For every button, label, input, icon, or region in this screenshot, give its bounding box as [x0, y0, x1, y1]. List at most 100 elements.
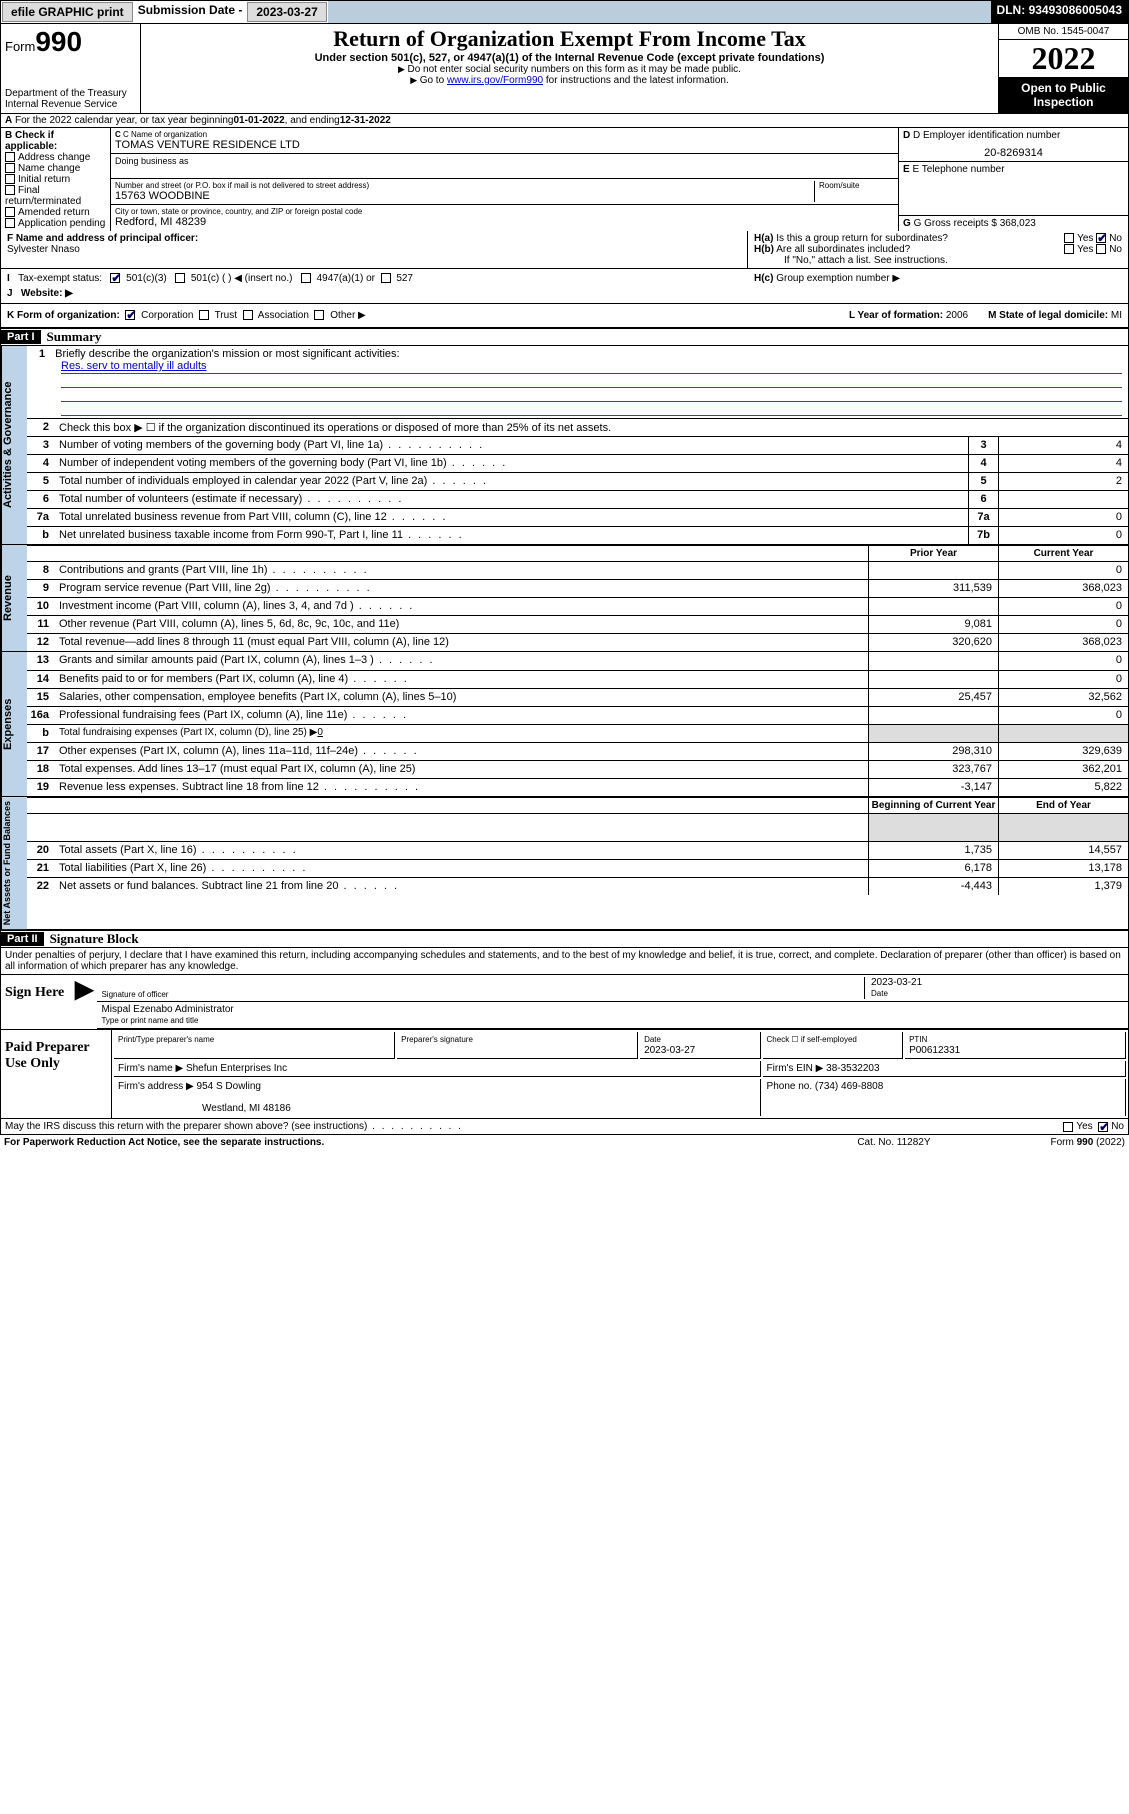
street-address: 15763 WOODBINE	[115, 190, 814, 202]
paid-preparer-label: Paid Preparer Use Only	[1, 1030, 111, 1118]
section-activities-governance: Activities & Governance 1Briefly describ…	[0, 346, 1129, 545]
chk-other[interactable]	[314, 310, 324, 320]
chk-amended-return[interactable]: Amended return	[5, 207, 106, 218]
q11: 11Other revenue (Part VIII, column (A), …	[27, 615, 1128, 633]
hb-no[interactable]	[1096, 244, 1106, 254]
block-b-to-g: B Check if applicable: Address change Na…	[0, 128, 1129, 231]
officer-name: Sylvester Nnaso	[7, 244, 80, 255]
row-a-tax-year: A For the 2022 calendar year, or tax yea…	[0, 114, 1129, 128]
side-activities: Activities & Governance	[1, 346, 27, 544]
q8: 8Contributions and grants (Part VIII, li…	[27, 561, 1128, 579]
dept-treasury: Department of the Treasury	[5, 88, 136, 99]
dln: DLN: 93493086005043	[991, 1, 1128, 23]
ha-no[interactable]	[1096, 233, 1106, 243]
arrow-icon: ▶	[71, 975, 97, 1029]
omb-number: OMB No. 1545-0047	[999, 24, 1128, 40]
chk-association[interactable]	[243, 310, 253, 320]
preparer-table: Print/Type preparer's name Preparer's si…	[111, 1030, 1128, 1118]
k-form-org: K Form of organization: Corporation Trus…	[7, 310, 366, 321]
irs-label: Internal Revenue Service	[5, 99, 136, 110]
c-dba: Doing business as	[111, 154, 898, 179]
d-ein: D D Employer identification number 20-82…	[898, 128, 1128, 162]
chk-corporation[interactable]	[125, 310, 135, 320]
ha-yes[interactable]	[1064, 233, 1074, 243]
chk-501c[interactable]	[175, 273, 185, 283]
form-number: Form990	[5, 26, 136, 58]
q15: 15Salaries, other compensation, employee…	[27, 688, 1128, 706]
header-left: Form990 Department of the Treasury Inter…	[1, 24, 141, 113]
q7b: bNet unrelated business taxable income f…	[27, 526, 1128, 544]
c-name: C C Name of organization TOMAS VENTURE R…	[111, 128, 898, 154]
row-k-l-m: K Form of organization: Corporation Trus…	[0, 304, 1129, 328]
top-bar: efile GRAPHIC print Submission Date - 20…	[0, 0, 1129, 24]
q12: 12Total revenue—add lines 8 through 11 (…	[27, 633, 1128, 651]
q1-mission: 1Briefly describe the organization's mis…	[27, 346, 1128, 418]
open-to-public: Open to PublicInspection	[999, 77, 1128, 113]
col-d-e-g: D D Employer identification number 20-82…	[898, 128, 1128, 231]
chk-name-change[interactable]: Name change	[5, 163, 106, 174]
submission-date-button[interactable]: 2023-03-27	[247, 2, 326, 22]
mission-text[interactable]: Res. serv to mentally ill adults	[61, 360, 207, 372]
form-subtitle-1: Under section 501(c), 527, or 4947(a)(1)…	[145, 52, 994, 64]
side-revenue: Revenue	[1, 545, 27, 651]
q21: 21Total liabilities (Part X, line 26)6,1…	[27, 859, 1128, 877]
c-city: City or town, state or province, country…	[111, 205, 898, 230]
perjury-declaration: Under penalties of perjury, I declare th…	[1, 948, 1128, 974]
i-tax-exempt: I Tax-exempt status: 501(c)(3) 501(c) ( …	[7, 273, 742, 284]
chk-address-change[interactable]: Address change	[5, 152, 106, 163]
topbar-spacer	[328, 1, 991, 23]
section-net-assets: Net Assets or Fund Balances Beginning of…	[0, 797, 1129, 930]
sign-here-label: Sign Here	[1, 975, 71, 1029]
revenue-col-header: Prior YearCurrent Year	[27, 545, 1128, 561]
q2: 2Check this box ▶ ☐ if the organization …	[27, 418, 1128, 436]
chk-application-pending[interactable]: Application pending	[5, 218, 106, 229]
side-expenses: Expenses	[1, 652, 27, 796]
efile-button[interactable]: efile GRAPHIC print	[2, 2, 133, 22]
q16a: 16aProfessional fundraising fees (Part I…	[27, 706, 1128, 724]
chk-527[interactable]	[381, 273, 391, 283]
f-principal-officer: F Name and address of principal officer:…	[1, 231, 748, 268]
submission-label: Submission Date -	[134, 1, 247, 23]
q10: 10Investment income (Part VIII, column (…	[27, 597, 1128, 615]
irs-discuss-row: May the IRS discuss this return with the…	[0, 1119, 1129, 1135]
side-net-assets: Net Assets or Fund Balances	[1, 797, 27, 929]
part2-header: Part II Signature Block	[0, 930, 1129, 948]
chk-4947[interactable]	[301, 273, 311, 283]
discuss-yes[interactable]	[1063, 1122, 1073, 1132]
hb-yes[interactable]	[1064, 244, 1074, 254]
col-c: C C Name of organization TOMAS VENTURE R…	[111, 128, 898, 231]
form-header: Form990 Department of the Treasury Inter…	[0, 24, 1129, 114]
b-header: B Check if applicable:	[5, 130, 106, 152]
row-i-j: I Tax-exempt status: 501(c)(3) 501(c) ( …	[0, 269, 1129, 304]
g-gross-receipts: G G Gross receipts $ 368,023	[898, 216, 1128, 231]
q5: 5Total number of individuals employed in…	[27, 472, 1128, 490]
na-spacer	[27, 813, 1128, 841]
j-website: J Website: ▶	[7, 288, 742, 299]
q9: 9Program service revenue (Part VIII, lin…	[27, 579, 1128, 597]
part1-header: Part I Summary	[0, 328, 1129, 346]
city-state-zip: Redford, MI 48239	[115, 216, 894, 228]
form990-link[interactable]: www.irs.gov/Form990	[447, 75, 543, 86]
form-title: Return of Organization Exempt From Incom…	[145, 26, 994, 52]
q6: 6Total number of volunteers (estimate if…	[27, 490, 1128, 508]
footer-row: For Paperwork Reduction Act Notice, see …	[0, 1135, 1129, 1150]
row-f-h: F Name and address of principal officer:…	[0, 231, 1129, 269]
q3: 3Number of voting members of the governi…	[27, 436, 1128, 454]
q14: 14Benefits paid to or for members (Part …	[27, 670, 1128, 688]
q17: 17Other expenses (Part IX, column (A), l…	[27, 742, 1128, 760]
header-center: Return of Organization Exempt From Incom…	[141, 24, 998, 113]
signature-block: Under penalties of perjury, I declare th…	[0, 948, 1129, 1119]
org-name: TOMAS VENTURE RESIDENCE LTD	[115, 139, 894, 151]
chk-initial-return[interactable]: Initial return	[5, 174, 106, 185]
chk-final-return[interactable]: Final return/terminated	[5, 185, 106, 207]
officer-signature-line: Signature of officer 2023-03-21Date	[97, 975, 1128, 1002]
q4: 4Number of independent voting members of…	[27, 454, 1128, 472]
m-state-domicile: M State of legal domicile: MI	[988, 310, 1122, 321]
chk-trust[interactable]	[199, 310, 209, 320]
header-right: OMB No. 1545-0047 2022 Open to PublicIns…	[998, 24, 1128, 113]
discuss-no[interactable]	[1098, 1122, 1108, 1132]
l-year-formation: L Year of formation: 2006	[849, 310, 988, 321]
e-telephone: E E Telephone number	[898, 162, 1128, 216]
form-subtitle-2: Do not enter social security numbers on …	[145, 64, 994, 75]
chk-501c3[interactable]	[110, 273, 120, 283]
